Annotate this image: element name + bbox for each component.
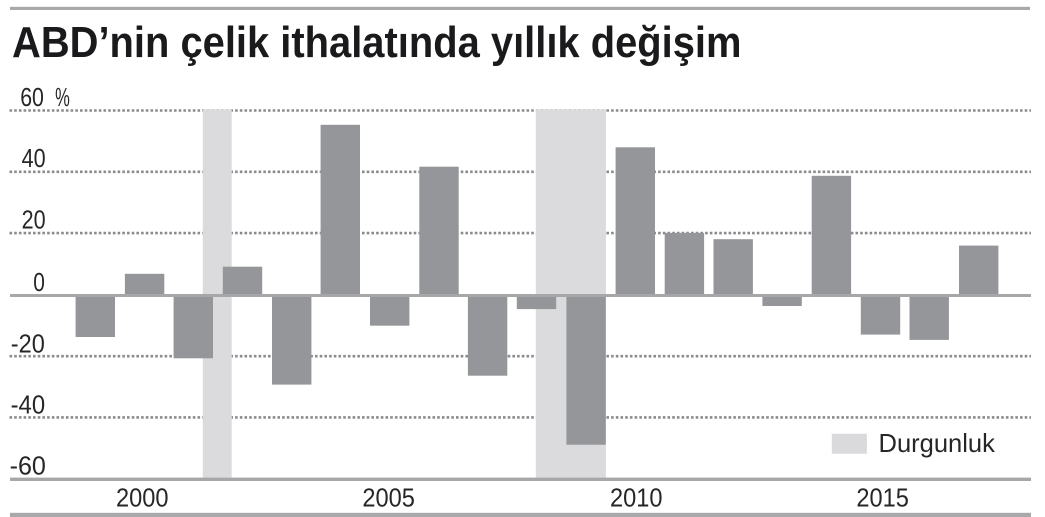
- svg-text:-60: -60: [10, 453, 46, 481]
- svg-text:2000: 2000: [116, 484, 169, 512]
- svg-text:Durgunluk: Durgunluk: [879, 430, 996, 458]
- svg-text:0: 0: [33, 269, 45, 297]
- svg-text:60: 60: [20, 84, 44, 112]
- svg-text:40: 40: [22, 145, 46, 173]
- svg-text:ABD’nin çelik ithalatında yıll: ABD’nin çelik ithalatında yıllık değişim: [12, 18, 742, 67]
- svg-text:2010: 2010: [610, 484, 663, 512]
- svg-text:2005: 2005: [362, 484, 415, 512]
- svg-text:%: %: [55, 84, 70, 112]
- svg-text:20: 20: [22, 207, 46, 235]
- svg-text:-20: -20: [11, 330, 45, 358]
- svg-text:-40: -40: [11, 392, 46, 420]
- svg-text:2015: 2015: [856, 484, 909, 512]
